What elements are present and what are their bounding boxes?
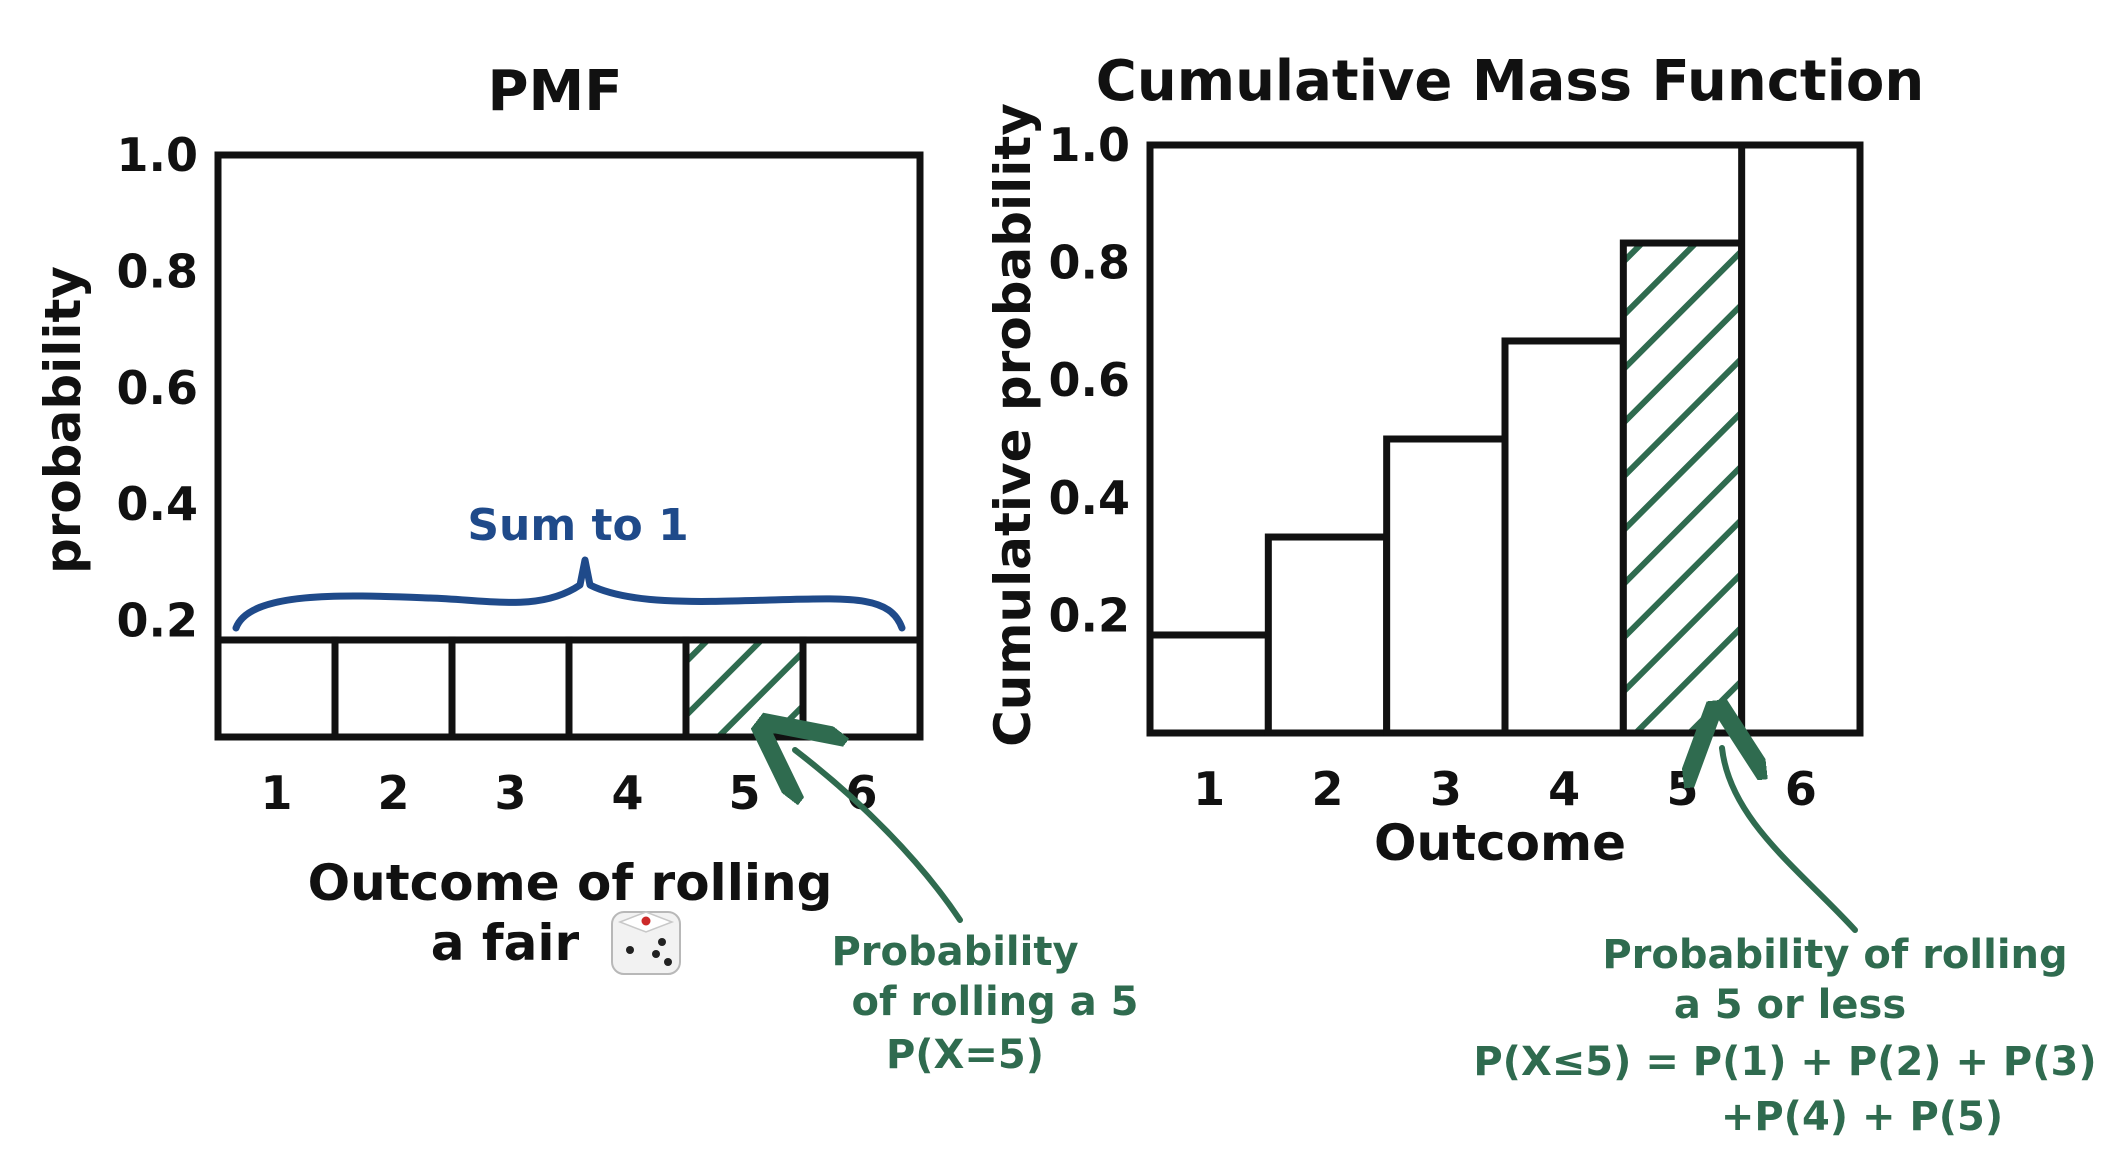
- pmf-bars: [214, 636, 924, 741]
- cmf-x-tick-5: 5: [1666, 762, 1698, 816]
- pmf-x-axis-label-line2: a fair: [431, 914, 580, 972]
- pmf-x-tick-3: 3: [494, 766, 526, 820]
- cmf-bar-1: [1146, 631, 1272, 737]
- pmf-highlight-line2: of rolling a 5: [852, 979, 1139, 1025]
- pmf-x-tick-2: 2: [377, 766, 409, 820]
- sum-brace: [232, 556, 906, 632]
- cmf-highlight-line1: Probability of rolling: [1602, 932, 2067, 978]
- pmf-highlight-arrow: [795, 750, 963, 923]
- cmf-y-tick-0-6: 0.6: [1049, 353, 1131, 407]
- cmf-bar-6: [1738, 141, 1864, 737]
- cmf-bar-2: [1264, 533, 1391, 737]
- pmf-x-tick-1: 1: [260, 766, 292, 820]
- cmf-y-tick-0-2: 0.2: [1049, 588, 1131, 642]
- cmf-highlight-line2: a 5 or less: [1674, 982, 1906, 1028]
- cmf-y-tick-0-4: 0.4: [1049, 471, 1131, 525]
- cmf-bar-3: [1383, 435, 1509, 737]
- cmf-bar-4: [1501, 337, 1627, 737]
- cmf-x-tick-3: 3: [1430, 762, 1462, 816]
- pmf-bar-5: [682, 636, 807, 741]
- pmf-title: PMF: [487, 59, 622, 124]
- die-icon: [611, 911, 681, 975]
- pmf-bar-2: [331, 636, 456, 741]
- cmf-x-tick-4: 4: [1548, 762, 1580, 816]
- sum-brace-label: Sum to 1: [467, 500, 688, 551]
- cmf-y-axis-label: Cumulative probability: [984, 103, 1042, 747]
- cmf-chart: Cumulative Mass Function 0.2 0.4 0.6 0.8 1.0…: [984, 49, 2097, 1140]
- cmf-x-ticks: 1 2 3 4 5 6: [1193, 762, 1817, 816]
- cmf-y-tick-1-0: 1.0: [1049, 118, 1131, 172]
- pmf-y-tick-0-2: 0.2: [117, 594, 199, 648]
- cmf-highlight-line3: P(X≤5) = P(1) + P(2) + P(3): [1473, 1039, 2096, 1085]
- cmf-highlight-arrow: [1722, 748, 1858, 933]
- pmf-x-tick-5: 5: [728, 766, 760, 820]
- pmf-y-ticks: 0.2 0.4 0.6 0.8 1.0: [117, 128, 199, 648]
- cmf-x-tick-1: 1: [1193, 762, 1225, 816]
- pmf-x-tick-4: 4: [611, 766, 643, 820]
- pmf-bar-4: [565, 636, 690, 741]
- cmf-bar-5: [1619, 239, 1746, 737]
- pmf-y-axis-label: probability: [34, 266, 92, 574]
- pmf-y-tick-0-6: 0.6: [117, 361, 199, 415]
- cmf-x-tick-2: 2: [1311, 762, 1343, 816]
- cmf-x-tick-6: 6: [1785, 762, 1817, 816]
- cmf-highlight-line4: +P(4) + P(5): [1721, 1094, 2003, 1140]
- pmf-y-tick-0-4: 0.4: [117, 477, 199, 531]
- cmf-y-tick-0-8: 0.8: [1049, 236, 1131, 290]
- pmf-bar-1: [214, 636, 339, 741]
- cmf-x-axis-label: Outcome: [1374, 814, 1626, 872]
- pmf-bar-3: [448, 636, 573, 741]
- pmf-highlight-line3: P(X=5): [886, 1032, 1044, 1078]
- cmf-bars: [1146, 141, 1864, 737]
- cmf-title: Cumulative Mass Function: [1096, 49, 1925, 114]
- pmf-x-axis-label-line1: Outcome of rolling: [308, 854, 833, 912]
- pmf-y-tick-0-8: 0.8: [117, 244, 199, 298]
- cmf-y-ticks: 0.2 0.4 0.6 0.8 1.0: [1049, 118, 1131, 642]
- pmf-bar-6: [799, 636, 924, 741]
- pmf-y-tick-1-0: 1.0: [117, 128, 199, 182]
- pmf-highlight-line1: Probability: [831, 929, 1078, 975]
